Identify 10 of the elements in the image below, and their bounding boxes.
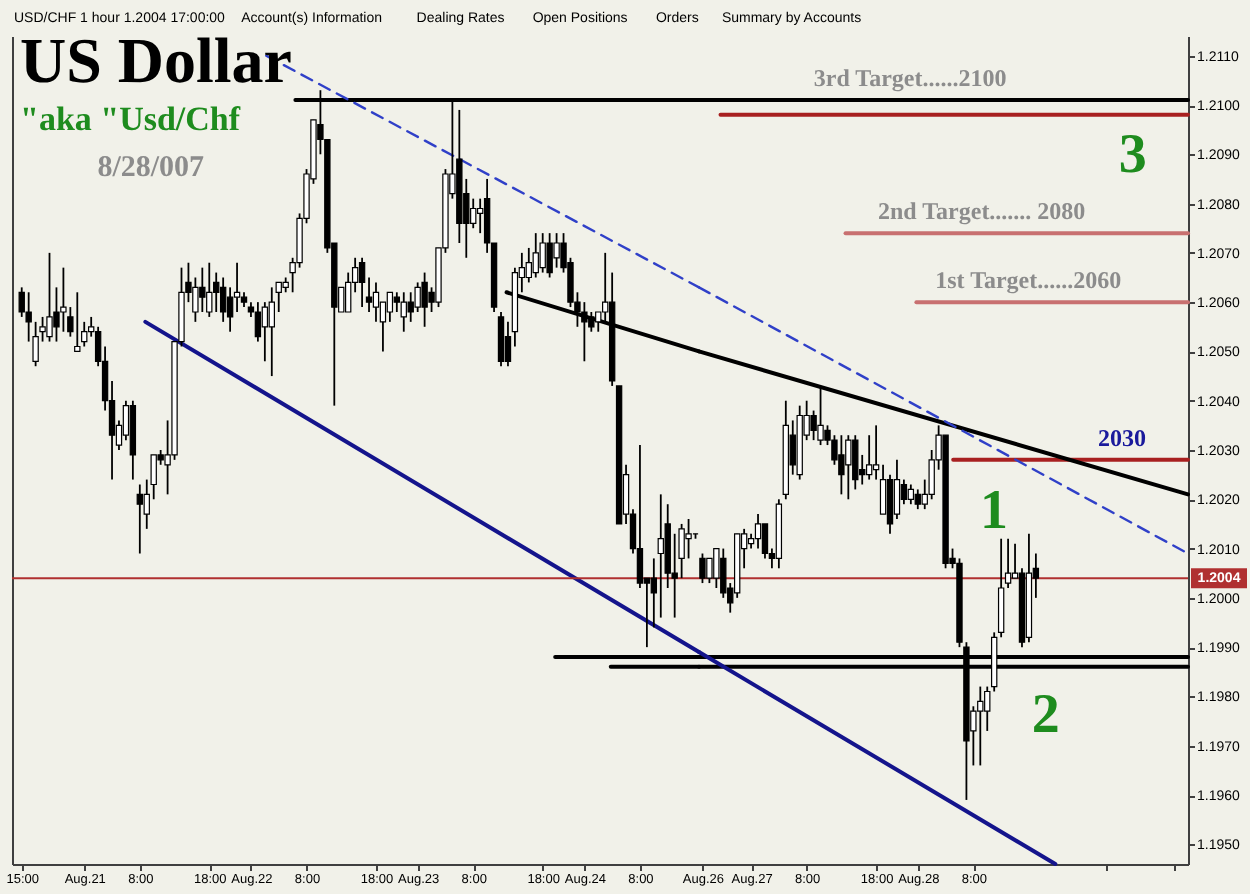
annotation: 2 [1031, 683, 1060, 746]
annotation: 8/28/007 [97, 152, 206, 184]
annotation: 2030 [1098, 423, 1147, 452]
annotation: 3rd Target......2100 [813, 64, 1007, 93]
annotation: 1 [979, 480, 1008, 543]
text: "aka "Usd/Chf [20, 100, 241, 138]
annotation: 2nd Target....... 2080 [878, 197, 1086, 226]
annotation: 1st Target......2060 [935, 266, 1122, 295]
chart-title: US Dollar [20, 24, 292, 96]
annotation: 3 [1118, 124, 1147, 187]
